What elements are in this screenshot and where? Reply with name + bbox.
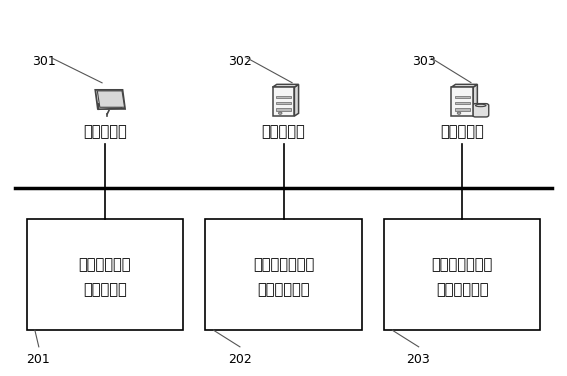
Bar xyxy=(455,102,469,105)
Text: 管理工作站: 管理工作站 xyxy=(83,124,126,139)
Text: 交流充电机电能: 交流充电机电能 xyxy=(431,257,493,272)
Text: 充电站电能质: 充电站电能质 xyxy=(78,257,131,272)
Bar xyxy=(276,96,291,98)
Bar xyxy=(27,219,183,329)
Text: 量监控装置: 量监控装置 xyxy=(83,282,126,297)
Polygon shape xyxy=(294,84,299,116)
Circle shape xyxy=(278,112,282,114)
Text: 301: 301 xyxy=(32,55,56,68)
Text: 202: 202 xyxy=(227,353,251,367)
Text: 质量监控终端: 质量监控终端 xyxy=(257,282,310,297)
Polygon shape xyxy=(473,84,477,116)
Text: 质量监控终端: 质量监控终端 xyxy=(436,282,489,297)
Polygon shape xyxy=(451,87,473,116)
Polygon shape xyxy=(98,91,125,107)
FancyBboxPatch shape xyxy=(473,104,489,117)
Polygon shape xyxy=(273,87,294,116)
Text: 302: 302 xyxy=(227,55,251,68)
Text: 直流充电机电能: 直流充电机电能 xyxy=(253,257,314,272)
Polygon shape xyxy=(99,103,121,109)
Text: 303: 303 xyxy=(412,55,436,68)
Bar xyxy=(455,96,469,98)
Ellipse shape xyxy=(476,104,486,107)
Bar xyxy=(276,102,291,105)
Bar xyxy=(455,108,469,111)
Bar xyxy=(384,219,540,329)
Text: 中心服务器: 中心服务器 xyxy=(261,124,306,139)
Bar xyxy=(276,108,291,111)
Text: 数据服务器: 数据服务器 xyxy=(441,124,484,139)
Text: 203: 203 xyxy=(407,353,430,367)
Bar xyxy=(205,219,362,329)
Circle shape xyxy=(457,112,461,114)
Polygon shape xyxy=(273,84,299,87)
Polygon shape xyxy=(451,84,477,87)
Polygon shape xyxy=(95,90,125,109)
Text: 201: 201 xyxy=(27,353,50,367)
